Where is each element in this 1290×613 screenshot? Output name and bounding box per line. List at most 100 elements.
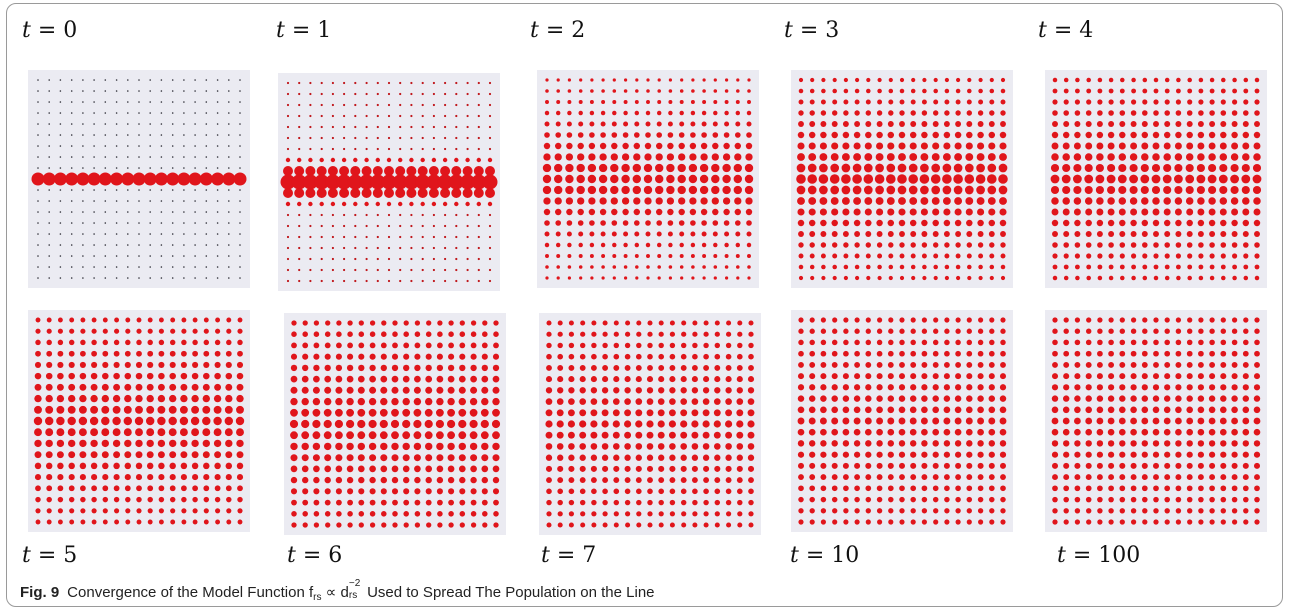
population-dot (323, 419, 332, 429)
population-dot (876, 417, 884, 425)
population-dot (183, 189, 185, 191)
population-dot (1085, 462, 1092, 469)
population-dot (624, 342, 631, 349)
population-dot (425, 499, 432, 506)
population-dot (624, 331, 631, 337)
population-dot (171, 266, 174, 268)
population-dot (113, 462, 120, 470)
population-dot (1196, 185, 1205, 195)
population-dot (480, 408, 489, 417)
population-dot (183, 200, 185, 202)
population-dot (1097, 508, 1103, 514)
population-dot (568, 443, 575, 450)
population-dot (842, 131, 850, 139)
population-dot (466, 268, 469, 272)
population-dot (160, 277, 163, 279)
population-dot (942, 163, 952, 173)
population-dot (135, 474, 143, 481)
population-dot (391, 397, 399, 406)
population-dot (381, 331, 387, 337)
population-dot (160, 266, 163, 268)
population-dot (37, 167, 39, 169)
population-dot (76, 172, 90, 186)
population-dot (966, 440, 973, 447)
population-dot (875, 163, 884, 173)
population-dot (544, 132, 550, 138)
population-dot (154, 172, 168, 186)
population-dot (1097, 110, 1103, 116)
population-dot (748, 320, 754, 326)
population-dot (1062, 142, 1070, 150)
population-dot (656, 242, 662, 248)
population-dot (346, 386, 354, 394)
population-dot (298, 224, 301, 228)
population-dot (1209, 88, 1215, 94)
population-dot (798, 339, 804, 346)
population-dot (192, 474, 199, 481)
population-dot (158, 328, 164, 334)
population-dot (635, 353, 642, 360)
population-dot (127, 244, 129, 246)
population-dot (612, 443, 620, 450)
population-dot (448, 511, 454, 517)
population-dot (37, 134, 39, 136)
population-dot (656, 231, 662, 237)
population-dot (320, 136, 323, 140)
population-dot (170, 317, 176, 323)
population-dot (1063, 462, 1070, 469)
population-dot (1254, 328, 1260, 334)
population-dot (680, 376, 687, 383)
population-dot (931, 163, 941, 173)
population-dot (336, 320, 342, 326)
population-dot (598, 174, 608, 184)
population-dot (622, 220, 629, 226)
population-dot (887, 395, 895, 402)
population-dot (556, 409, 564, 417)
population-dot (1130, 361, 1137, 368)
population-dot (1220, 508, 1226, 514)
population-dot (932, 395, 939, 402)
population-dot (888, 275, 893, 281)
population-dot (237, 317, 243, 323)
population-dot (909, 417, 917, 425)
population-dot (492, 397, 500, 406)
population-dot (171, 90, 174, 92)
population-dot (1175, 428, 1182, 436)
population-dot (1242, 350, 1249, 357)
population-dot (34, 394, 42, 403)
population-dot (722, 185, 731, 195)
population-dot (149, 145, 151, 147)
population-dot (921, 373, 928, 380)
population-dot (1108, 121, 1115, 127)
population-dot (309, 125, 312, 129)
population-dot (123, 416, 132, 426)
population-dot (578, 242, 583, 248)
population-dot (302, 331, 308, 337)
population-dot (93, 211, 95, 213)
population-dot (1153, 242, 1159, 248)
population-dot (690, 220, 696, 226)
population-dot (703, 331, 709, 337)
population-dot (691, 364, 698, 371)
population-dot (989, 99, 995, 105)
population-dot (568, 364, 575, 371)
population-dot (320, 114, 323, 118)
population-dot (1000, 328, 1006, 334)
population-dot (1198, 485, 1204, 492)
population-dot (48, 266, 50, 268)
population-dot (1074, 384, 1081, 391)
population-dot (1253, 428, 1261, 436)
panel-t4 (1045, 70, 1267, 288)
population-dot (331, 279, 334, 283)
population-dot (910, 231, 917, 237)
population-dot (723, 208, 730, 216)
population-dot (1220, 231, 1227, 237)
population-dot (183, 156, 185, 158)
population-dot (336, 342, 342, 349)
population-dot (82, 101, 84, 103)
population-dot (1198, 264, 1204, 270)
population-dot (877, 275, 882, 281)
population-dot (403, 364, 410, 372)
population-dot (820, 231, 827, 237)
population-dot (149, 156, 151, 158)
